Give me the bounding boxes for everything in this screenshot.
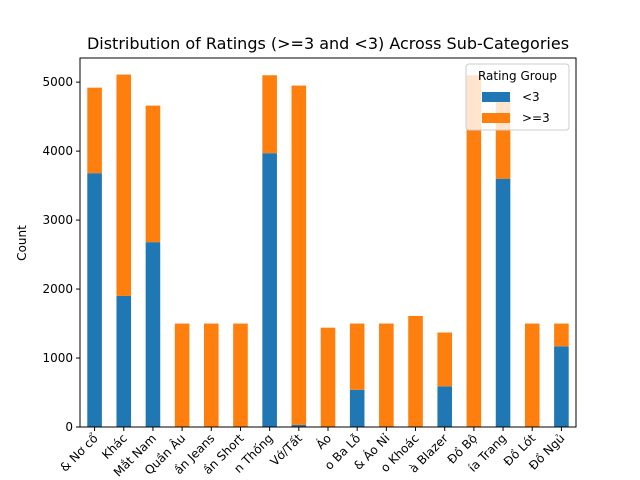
chart-title: Distribution of Ratings (>=3 and <3) Acr… [87,34,569,53]
bar-gte3-16 [554,323,569,347]
y-tick-label-0: 0 [65,420,73,434]
bar-gte3-15 [524,323,540,427]
y-axis-label: Count [15,225,29,261]
legend-items: <3 >=3 [482,90,550,125]
legend-label-1: >=3 [522,111,550,125]
bar-gte3-13 [466,75,482,428]
legend-label-0: <3 [522,90,540,104]
x-tick-label-0: & Nơ cổ [57,431,101,475]
bar-gte3-4 [204,323,219,427]
y-tick-label-5: 5000 [42,75,73,89]
x-tick-label-8: Áo [313,431,334,452]
bar-gte3-6 [262,75,277,154]
bars-layer [87,74,569,428]
legend: Rating Group <3 >=3 [465,63,570,131]
bar-lt3-0 [87,173,102,427]
bar-gte3-2 [145,105,161,243]
bar-gte3-5 [233,323,248,427]
y-tick-label-4: 4000 [42,144,73,158]
y-tick-label-3: 3000 [42,213,73,227]
legend-swatch-1 [482,113,510,123]
bar-lt3-12 [437,386,452,427]
y-tick-label-1: 1000 [42,351,73,365]
bar-gte3-1 [116,74,132,296]
bar-gte3-3 [174,323,190,427]
bar-gte3-9 [349,323,365,390]
x-tick-label-7: Vớ/Tất [267,431,305,469]
bar-gte3-10 [379,323,394,427]
bar-lt3-14 [495,178,511,427]
bar-gte3-0 [87,87,102,174]
legend-swatch-0 [482,92,510,102]
bar-lt3-9 [349,389,365,427]
bar-gte3-8 [320,327,336,427]
bar-lt3-6 [262,153,277,427]
plot-frame [79,57,577,428]
bar-lt3-7 [291,424,307,427]
legend-title: Rating Group [478,69,557,83]
y-tick-label-2: 2000 [42,282,73,296]
bar-gte3-7 [291,85,307,425]
bar-gte3-12 [437,332,452,387]
bar-lt3-1 [116,295,132,427]
bar-gte3-11 [408,315,423,427]
y-axis-ticks: 0 1000 2000 3000 4000 5000 [42,75,80,434]
bar-lt3-16 [554,346,569,427]
bar-lt3-2 [145,242,161,427]
